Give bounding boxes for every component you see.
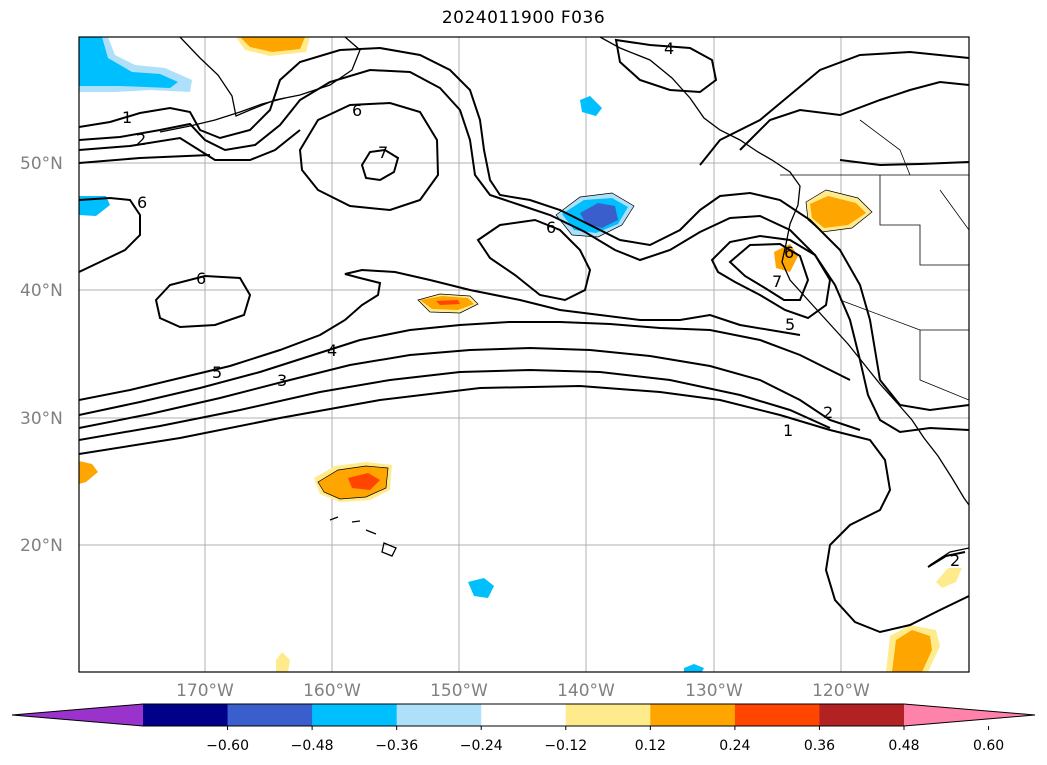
contour-label: 6 (352, 101, 362, 120)
coastlines (159, 37, 969, 566)
lat-label: 50°N (20, 154, 63, 174)
colorbar-segment (143, 704, 229, 726)
contour-label: 5 (785, 315, 795, 334)
colorbar-segment (227, 704, 313, 726)
shaded-anomalies (79, 37, 962, 672)
colorbar-segment (565, 704, 651, 726)
colorbar-tick-label: −0.24 (460, 738, 503, 754)
contour-label: 6 (546, 218, 556, 237)
lon-label: 140°W (557, 681, 615, 701)
contour-label: 4 (664, 39, 674, 58)
gridlines (79, 37, 969, 672)
contour-label: 7 (772, 272, 782, 291)
positive-anomaly-area (79, 461, 98, 484)
negative-anomaly-area (79, 196, 110, 216)
political-borders (780, 119, 969, 401)
colorbar: −0.60 −0.48 −0.36 −0.24 −0.12 0.12 0.24 0.36 0.4… (11, 703, 1036, 754)
negative-anomaly-area (468, 578, 494, 598)
lon-label: 130°W (685, 681, 743, 701)
negative-anomaly-area (580, 203, 618, 228)
colorbar-tick-label: −0.36 (375, 738, 418, 754)
lon-label: 170°W (176, 681, 234, 701)
hawaii-islands (329, 516, 397, 557)
contour-label: 1 (783, 421, 793, 440)
province-borders (859, 119, 969, 231)
north-america-coast (599, 37, 969, 506)
latitude-labels: 50°N 40°N 30°N 20°N (20, 154, 63, 556)
colorbar-tick-label: 0.36 (804, 738, 835, 754)
positive-anomaly-area (936, 568, 962, 588)
contour-label: 3 (277, 371, 287, 390)
positive-anomaly-area (276, 652, 290, 672)
lat-label: 40°N (20, 281, 63, 301)
contour-label: 1 (122, 108, 132, 127)
positive-anomaly-area (240, 37, 305, 52)
colorbar-tick-label: 0.24 (719, 738, 750, 754)
contour-label: 2 (950, 551, 960, 570)
colorbar-segment (650, 704, 736, 726)
colorbar-tick-label: −0.60 (206, 738, 249, 754)
height-contours (79, 38, 969, 634)
colorbar-segment (734, 704, 820, 726)
negative-anomaly-area (79, 37, 178, 88)
colorbar-segment (819, 704, 905, 726)
colorbar-segment (481, 704, 567, 726)
map-frame (78, 36, 970, 673)
state-borders (879, 175, 969, 266)
alaska-coast (179, 37, 361, 117)
contour-labels: 1 2 6 7 6 6 6 5 4 3 6 7 5 2 1 2 4 (122, 39, 960, 570)
contour-label: 2 (136, 130, 146, 149)
lat-label: 30°N (20, 409, 63, 429)
colorbar-tick-label: −0.12 (544, 738, 587, 754)
positive-anomaly-area (436, 300, 460, 305)
contour-label: 2 (823, 403, 833, 422)
positive-anomaly-area (892, 630, 932, 672)
lat-label: 20°N (20, 536, 63, 556)
positive-anomaly-area (810, 196, 866, 228)
contour-label: 4 (327, 341, 337, 360)
contour-label: 6 (137, 193, 147, 212)
aleutian-islands (159, 97, 286, 133)
colorbar-tick-label: 0.60 (973, 738, 1004, 754)
negative-anomaly-area (580, 96, 602, 116)
contour-label: 6 (784, 243, 794, 262)
colorbar-segment (312, 704, 398, 726)
lon-label: 160°W (303, 681, 361, 701)
negative-anomaly-area (684, 664, 704, 672)
colorbar-tick-label: −0.48 (291, 738, 334, 754)
anomaly-outlines (317, 189, 873, 500)
map-title: 2024011900 F036 (441, 8, 606, 28)
contour-label: 7 (378, 143, 388, 162)
colorbar-outline (11, 703, 1036, 727)
positive-anomaly-area (348, 473, 380, 490)
lon-label: 150°W (430, 681, 488, 701)
contour-label: 6 (196, 269, 206, 288)
colorbar-tick-label: 0.48 (888, 738, 919, 754)
contour-label: 5 (212, 363, 222, 382)
lon-label: 120°W (812, 681, 870, 701)
colorbar-tick-label: 0.12 (635, 738, 666, 754)
colorbar-extend-high (904, 704, 1035, 726)
colorbar-extend-low (12, 704, 143, 726)
colorbar-segment (396, 704, 482, 726)
map-background (79, 37, 969, 672)
longitude-labels: 170°W 160°W 150°W 140°W 130°W 120°W (176, 681, 870, 701)
